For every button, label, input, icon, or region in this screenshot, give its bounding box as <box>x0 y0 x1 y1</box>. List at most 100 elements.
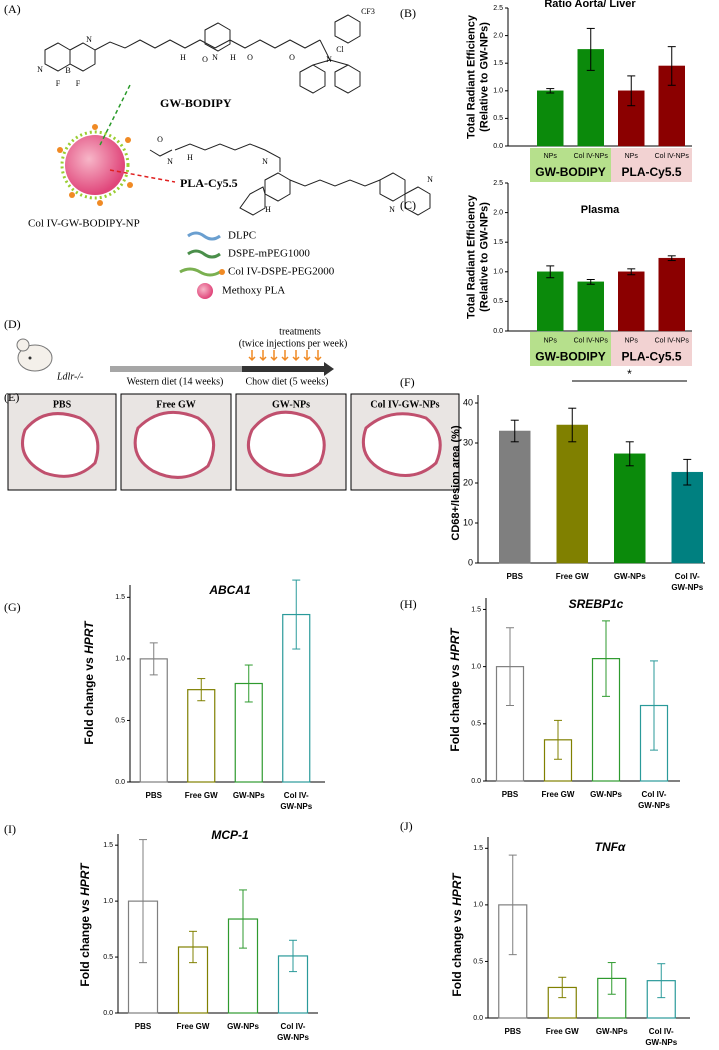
atom-label: H <box>265 205 271 214</box>
y-tick-label: 1.5 <box>493 60 503 67</box>
panel-label: (B) <box>400 6 416 20</box>
error-bar <box>625 441 634 467</box>
error-bar <box>650 660 658 751</box>
schedule: (twice injections per week) <box>239 338 348 349</box>
group-box <box>530 349 611 366</box>
timeline <box>16 338 334 376</box>
y-tick-label: 0.0 <box>471 778 481 785</box>
error-bar <box>139 839 147 964</box>
y-axis-label: CD68+/lesion area (%) <box>450 425 462 541</box>
error-bar <box>627 75 636 107</box>
x-tick-label: Col IV- <box>284 791 309 800</box>
legend-text: Methoxy PLA <box>222 285 285 297</box>
error-bar <box>586 27 595 71</box>
bar <box>658 257 685 332</box>
y-axis-label: Fold change vs HPRT <box>82 620 96 745</box>
panel-label: (I) <box>4 822 16 836</box>
atom-label: H <box>187 153 193 162</box>
atom-label: O <box>247 53 253 62</box>
y-axis-label-line: Total Radiant Efficiency <box>465 14 477 139</box>
atom-label: CF3 <box>361 7 375 16</box>
y-tick-label: 0.5 <box>473 958 483 965</box>
chow: Chow diet (5 weeks) <box>245 376 328 387</box>
panel-label: (D) <box>4 317 21 331</box>
x-tick-label: Free GW <box>542 790 575 799</box>
error-bar <box>627 268 636 276</box>
chart-title: Ratio Aorta/ Liver <box>544 0 636 10</box>
chart-title: Plasma <box>581 204 620 216</box>
x-tick-label: Col IV- <box>281 1022 306 1031</box>
x-tick-label: GW-NPs <box>277 1033 309 1042</box>
y-axis-label-line: (Relative to GW-NPs) <box>478 22 490 132</box>
atom-label: O <box>202 55 208 64</box>
chart-title: ABCA1 <box>208 583 251 597</box>
y-axis-label: Fold change vs HPRT <box>78 862 92 987</box>
y-axis-label-gene: HPRT <box>448 627 462 661</box>
x-tick-label: Col IV-NPs <box>574 153 609 160</box>
x-tick-label: NPs <box>625 337 639 344</box>
category-box <box>651 148 692 164</box>
y-tick-label: 1.5 <box>471 606 481 613</box>
bar <box>671 471 703 564</box>
panel-label: (G) <box>4 600 21 614</box>
error-bar <box>292 579 301 650</box>
x-tick-label: Free GW <box>177 1022 210 1031</box>
atom-label: N <box>427 175 433 184</box>
histology <box>7 393 460 491</box>
y-tick-label: 30 <box>463 437 473 447</box>
atom-label: N <box>167 157 173 166</box>
atom-label: B <box>65 66 70 75</box>
category-box <box>530 148 571 164</box>
chart-title: MCP-1 <box>211 828 249 842</box>
x-tick-label: Free GW <box>556 572 589 581</box>
error-bar <box>149 642 158 676</box>
western: Western diet (14 weeks) <box>127 376 224 387</box>
error-bar <box>239 889 247 949</box>
error-bar <box>667 255 676 262</box>
y-tick-label: 0.5 <box>493 298 503 305</box>
x-tick-label: NPs <box>544 153 558 160</box>
y-tick-label: 1.0 <box>115 656 125 663</box>
error-bar <box>546 88 555 94</box>
y-axis-label-line: (Relative to GW-NPs) <box>478 202 490 312</box>
x-tick-label: NPs <box>625 153 639 160</box>
bar <box>499 430 531 564</box>
error-bar <box>558 976 567 999</box>
error-bar <box>508 854 517 956</box>
atom-label: H <box>230 53 236 62</box>
error-bar <box>554 719 562 760</box>
y-axis-label: Total Radiant Efficiency(Relative to GW-… <box>465 14 490 139</box>
atom-label: H <box>180 53 186 62</box>
x-tick-label: Col IV-NPs <box>574 337 609 344</box>
atom-label: F <box>56 79 61 88</box>
y-tick-label: 1.5 <box>473 845 483 852</box>
bar <box>187 689 216 783</box>
y-tick-label: 0.0 <box>493 328 503 335</box>
x-tick-label: GW-NPs <box>596 1027 628 1036</box>
y-tick-label: 20 <box>463 477 473 487</box>
y-tick-label: 0.5 <box>103 954 113 961</box>
atom-label: N <box>37 65 43 74</box>
x-tick-label: Free GW <box>546 1027 579 1036</box>
y-tick-label: 0.0 <box>115 779 125 786</box>
y-tick-label: 2.0 <box>493 209 503 216</box>
histology-label: Free GW <box>156 399 196 410</box>
x-tick-label: GW-NPs <box>590 790 622 799</box>
structures <box>44 14 431 216</box>
atom-label: O <box>289 53 295 62</box>
atom-label: Cl <box>336 45 344 54</box>
y-tick-label: 40 <box>463 397 473 407</box>
atom-label: N <box>326 55 332 64</box>
y-tick-label: 1.5 <box>115 594 125 601</box>
chart-title: SREBP1c <box>569 597 624 611</box>
y-axis-label-text: Fold change vs <box>78 899 92 987</box>
x-tick-label: Col IV- <box>675 572 700 581</box>
y-axis-label-gene: HPRT <box>78 862 92 896</box>
y-tick-label: 1.0 <box>473 902 483 909</box>
gw-label: GW-BODIPY <box>160 96 232 110</box>
bar <box>556 424 588 564</box>
panel-label: (E) <box>4 390 19 404</box>
category-box <box>530 332 571 349</box>
legend-text: DLPC <box>228 230 256 242</box>
y-axis-label-line: Total Radiant Efficiency <box>465 194 477 319</box>
